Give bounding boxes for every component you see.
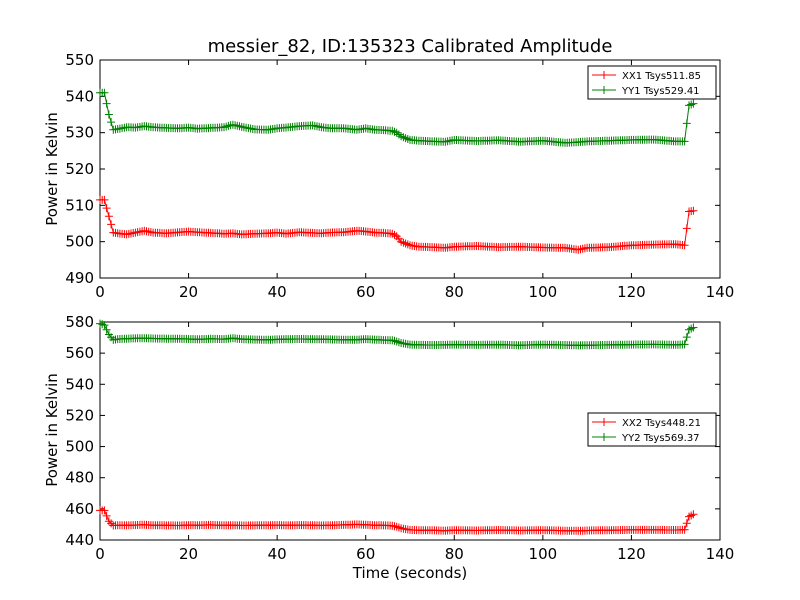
legend-marker-bottom-0 [600,418,608,426]
series-marker-bottom-0 [689,510,698,519]
series-marker-bottom-0 [682,519,691,528]
plot-top: 0 20 40 60 80 100 120 140 490 500 510 520 530 540 550 X… [65,51,734,301]
series-marker-bottom-0 [100,506,109,515]
y-tick-label-bottom: 540 [65,375,94,393]
series-marker-bottom-1 [100,321,109,330]
series-marker-top-0 [689,206,698,215]
legend-box-top [587,65,717,100]
y-tick-label-top: 510 [65,196,94,214]
series-marker-bottom-1 [394,338,403,347]
series-marker-top-1 [682,119,691,128]
series-marker-bottom-0 [680,525,689,534]
y-tick-label-bottom: 500 [65,438,94,456]
y-tick-label-top: 500 [65,233,94,251]
legend-label-top-0: XX1 Tsys511.85 [622,71,701,82]
x-tick-label-top: 0 [95,283,105,301]
x-tick-label-bottom: 140 [706,545,735,563]
series-line-top-0 [100,199,694,251]
legend-top: XX1 Tsys511.85 YY1 Tsys529.41 [587,65,717,100]
series-marker-top-1 [308,121,317,130]
x-tick-label-bottom: 80 [445,545,464,563]
series-marker-top-1 [235,122,244,131]
x-tick-label-bottom: 100 [529,545,558,563]
y-tick-label-top: 490 [65,269,94,287]
series-marker-bottom-1 [682,333,691,342]
series-marker-top-0 [682,224,691,233]
x-axis-title: Time (seconds) [352,564,468,582]
series-marker-bottom-1 [680,340,689,349]
plot-bottom: 0 20 40 60 80 100 120 140 440 460 480 500 520 540 560 5… [65,313,734,563]
legend-marker-top-1 [600,86,608,94]
series-marker-top-1 [220,123,228,132]
x-tick-label-bottom: 40 [268,545,287,563]
series-marker-bottom-0 [102,511,111,520]
legend-marker-top-0 [600,71,608,79]
x-tick-label-top: 140 [706,283,735,301]
series-marker-top-1 [100,88,109,97]
y-tick-label-bottom: 440 [65,531,94,549]
x-tick-label-top: 80 [445,283,464,301]
x-tick-label-top: 120 [617,283,646,301]
series-marker-bottom-0 [394,523,403,532]
x-tick-label-top: 60 [356,283,375,301]
legend-box-bottom [587,412,717,447]
x-tick-label-top: 100 [529,283,558,301]
series-marker-top-1 [224,121,233,130]
y-axis-title-bottom: Power in Kelvin [43,373,61,487]
series-marker-top-1 [689,99,698,108]
x-tick-label-top: 40 [268,283,287,301]
series-marker-bottom-1 [102,325,111,334]
y-tick-label-bottom: 520 [65,406,94,424]
x-tick-label-bottom: 0 [95,545,105,563]
y-tick-label-top: 540 [65,87,94,105]
y-axis-title-top: Power in Kelvin [43,112,61,226]
plot-frame-bottom [99,321,721,541]
series-marker-top-1 [231,121,240,130]
series-marker-bottom-1 [392,337,401,346]
legend-bottom: XX2 Tsys448.21 YY2 Tsys569.37 [587,412,717,447]
y-tick-label-bottom: 460 [65,500,94,518]
series-marker-top-1 [102,99,111,108]
series-marker-top-1 [107,118,116,127]
series-marker-top-0 [100,195,109,204]
series-marker-bottom-0 [392,522,401,531]
series-marker-top-1 [388,126,397,135]
series-marker-bottom-1 [689,323,698,332]
y-tick-label-bottom: 580 [65,313,94,331]
x-tick-label-top: 20 [179,283,198,301]
legend-label-bottom-1: YY2 Tsys569.37 [621,433,700,444]
legend-marker-bottom-1 [600,433,608,441]
chart-title-top: messier_82, ID:135323 Calibrated Amplitu… [208,36,613,57]
series-marker-top-0 [107,220,116,229]
series-marker-bottom-0 [390,522,399,531]
series-marker-bottom-1 [390,336,399,345]
series-marker-top-0 [680,241,689,250]
y-tick-label-top: 520 [65,160,94,178]
series-marker-top-0 [104,212,113,221]
y-tick-label-bottom: 480 [65,469,94,487]
series-marker-bottom-1 [96,319,104,328]
series-marker-top-1 [685,101,693,110]
series-marker-top-1 [104,110,113,119]
x-tick-label-bottom: 20 [179,545,198,563]
series-marker-top-0 [102,204,111,213]
series-marker-bottom-1 [388,336,397,345]
series-marker-top-0 [401,239,410,248]
legend-label-bottom-0: XX2 Tsys448.21 [622,418,701,429]
y-tick-label-bottom: 560 [65,344,94,362]
legend-label-top-1: YY1 Tsys529.41 [621,86,700,97]
series-marker-top-1 [680,137,689,146]
x-tick-label-bottom: 120 [617,545,646,563]
series-marker-top-1 [222,122,231,131]
y-tick-label-top: 530 [65,124,94,142]
series-marker-top-1 [401,134,410,143]
x-tick-label-bottom: 60 [356,545,375,563]
y-tick-label-top: 550 [65,51,94,69]
